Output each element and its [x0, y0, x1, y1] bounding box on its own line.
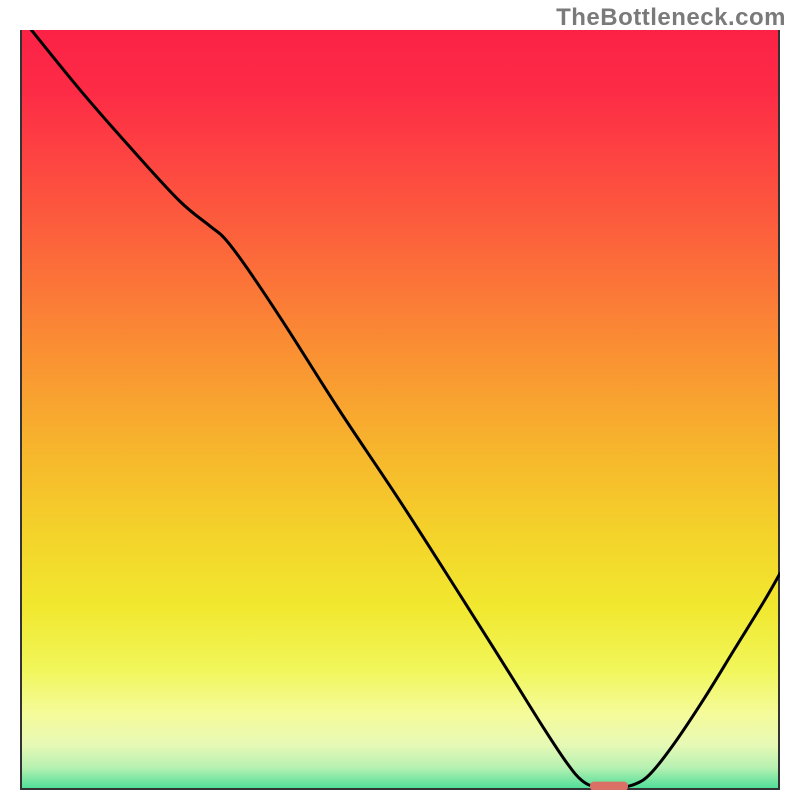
chart-background	[20, 30, 780, 790]
optimal-point-marker	[590, 782, 628, 790]
watermark-text: TheBottleneck.com	[556, 4, 786, 32]
chart-svg	[20, 30, 780, 790]
bottleneck-chart	[20, 30, 780, 790]
